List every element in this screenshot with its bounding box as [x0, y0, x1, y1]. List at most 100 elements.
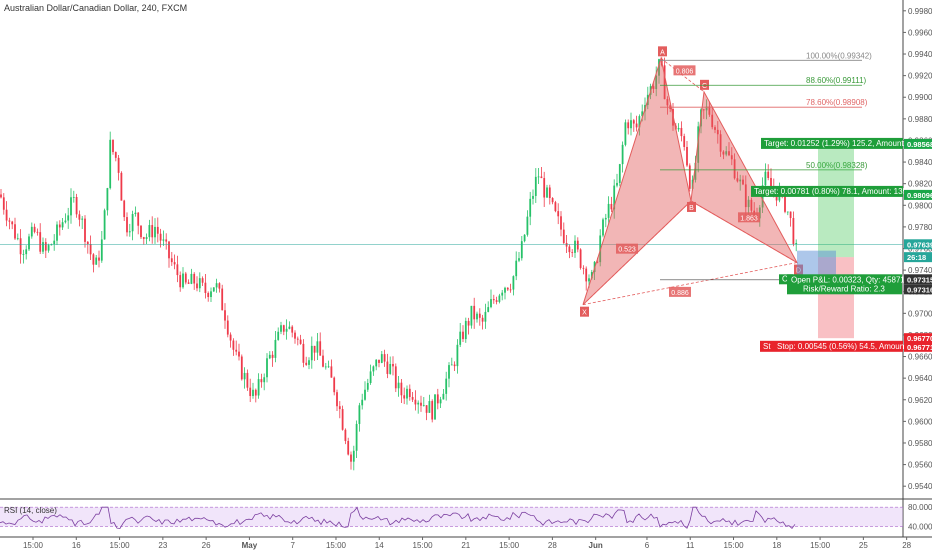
candle-body [338, 406, 341, 410]
candle-body [588, 278, 590, 282]
candle-body [504, 287, 506, 293]
candle-body [86, 241, 89, 245]
x-tick-label: 7 [290, 541, 295, 550]
harmonic-ratio-line [690, 200, 798, 263]
candle-body [719, 134, 722, 152]
target-zone [818, 144, 854, 258]
candle-body [450, 364, 453, 366]
candle-body [260, 379, 263, 383]
candle-body [249, 387, 252, 397]
candle-body [436, 394, 439, 404]
candle-body [655, 75, 658, 90]
candle-body [142, 237, 145, 239]
candle-body [89, 244, 92, 255]
candle-body [350, 454, 352, 462]
candle-body [215, 283, 218, 288]
candle-body [75, 197, 78, 215]
candle-body [58, 224, 61, 228]
candle-body [744, 184, 747, 208]
candle-body [392, 363, 394, 367]
fib-level-label: 78.60%(0.98908) [806, 98, 868, 107]
candle-body [268, 354, 271, 359]
stop-label: Stop: 0.00545 (0.56%) 54.5, Amount: 75 [777, 342, 920, 351]
candle-body [271, 354, 274, 358]
candle-body [310, 345, 313, 361]
price-label: 0.98096 [907, 191, 932, 200]
price-label: 0.96770 [907, 334, 932, 343]
candle-body [330, 366, 333, 378]
candle-body [140, 225, 142, 238]
chart-title: Australian Dollar/Canadian Dollar, 240, … [4, 3, 188, 13]
candle-body [19, 238, 22, 255]
candle-body [67, 215, 70, 221]
candle-body [705, 106, 708, 111]
candle-body [14, 224, 16, 239]
stop-prefix-label: St [763, 342, 771, 351]
candle-body [520, 241, 523, 259]
price-label-box [904, 189, 932, 200]
candle-body [590, 272, 593, 279]
candle-body [635, 123, 638, 128]
candle-body [425, 405, 428, 413]
candle-body [274, 339, 277, 358]
candle-body [543, 178, 546, 198]
candle-body [767, 171, 770, 178]
candle-body [453, 364, 456, 367]
candle-body [515, 260, 518, 277]
candle-body [540, 176, 543, 179]
candle-body [750, 199, 753, 211]
candle-body [534, 176, 537, 196]
candle-body [131, 214, 134, 232]
candle-body [42, 242, 44, 252]
x-tick-label: 15:00 [810, 541, 831, 550]
candle-body [702, 109, 705, 111]
candle-body [663, 65, 666, 100]
candle-body [512, 276, 515, 290]
candle-body [162, 239, 165, 241]
candle-body [277, 331, 280, 340]
candle-body [196, 283, 198, 289]
candle-body [344, 429, 347, 441]
candle-body [764, 171, 767, 186]
candle-body [490, 299, 492, 308]
harmonic-point-box [700, 79, 709, 90]
candle-body [747, 199, 750, 208]
harmonic-point-box [580, 306, 589, 317]
target1-label-box [761, 137, 903, 149]
candle-body [792, 218, 795, 245]
candle-body [610, 203, 613, 210]
candle-body [434, 394, 436, 420]
candle-body [369, 371, 372, 383]
candle-body [243, 372, 246, 380]
candle-body [733, 159, 736, 179]
candle-body [319, 341, 322, 356]
price-label-box [904, 239, 932, 250]
harmonic-ratio-box [616, 243, 638, 254]
candle-body [64, 220, 67, 223]
candle-body [221, 288, 224, 311]
candle-body [224, 310, 226, 321]
candle-body [198, 278, 201, 289]
candle-body [476, 313, 478, 320]
x-tick-label: May [242, 541, 258, 550]
price-label-box [904, 274, 932, 285]
candle-body [81, 218, 84, 220]
candle-body [523, 234, 526, 242]
candle-body [632, 120, 635, 124]
candle-body [722, 151, 725, 155]
price-label: 26:18 [907, 253, 926, 262]
candle-body [602, 219, 604, 236]
candle-body [386, 361, 389, 374]
candle-body [428, 401, 431, 413]
candle-body [694, 162, 697, 180]
rsi-tick-label: 40.0000 [908, 522, 932, 531]
x-tick-label: 16 [72, 541, 81, 550]
candle-body [207, 292, 210, 298]
candle-body [397, 382, 400, 389]
candle-body [210, 291, 212, 298]
candle-body [786, 211, 789, 213]
